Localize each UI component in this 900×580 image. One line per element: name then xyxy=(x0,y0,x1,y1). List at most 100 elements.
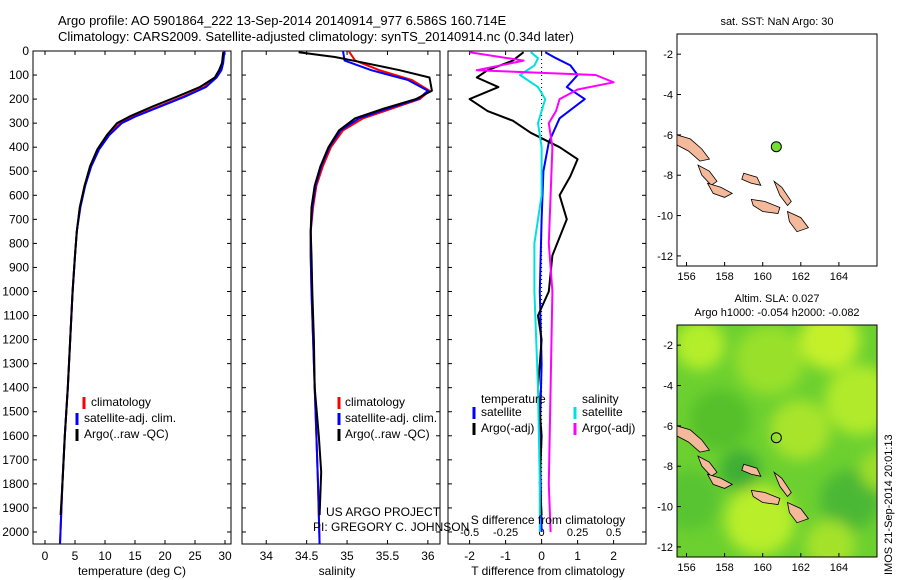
difference-line-t-argo-adj- xyxy=(468,51,579,516)
island-shape xyxy=(786,501,810,524)
temperature-xtick-label: 20 xyxy=(158,549,172,563)
depth-tick-label: 1900 xyxy=(2,501,29,515)
depth-tick-label: 1700 xyxy=(2,453,29,467)
difference-legend-s-argo: Argo(-adj) xyxy=(582,421,635,435)
sst_map-ytick-label: -4 xyxy=(663,90,673,102)
argo-location-marker xyxy=(770,432,782,444)
header-line-2: Climatology: CARS2009. Satellite-adjuste… xyxy=(58,29,574,44)
depth-tick-label: 1800 xyxy=(2,477,29,491)
pi-credit: PI: GREGORY C. JOHNSON xyxy=(313,520,469,534)
difference-stick-label: 0.25 xyxy=(567,527,588,539)
temperature-legend-satellite: satellite-adj. clim. xyxy=(84,411,176,425)
island-shape xyxy=(677,425,711,453)
sla_map-ytick-label: -4 xyxy=(663,381,673,393)
depth-tick-label: 200 xyxy=(9,92,29,106)
island-shape xyxy=(773,471,792,498)
sst_map-xtick-label: 156 xyxy=(677,271,695,283)
depth-tick-label: 500 xyxy=(9,164,29,178)
island-shape xyxy=(697,164,718,186)
temperature-line-satellite-adj-clim- xyxy=(59,51,226,544)
sst_map-xtick-label: 164 xyxy=(830,271,848,283)
salinity-series-group xyxy=(298,51,433,544)
difference-xtick-label: -1 xyxy=(500,549,511,563)
sst_map-ytick-label: -12 xyxy=(657,251,673,263)
sst_map-ytick-label: -6 xyxy=(663,130,673,142)
salinity-legend: climatology satellite-adj. clim. Argo(..… xyxy=(337,395,437,441)
depth-tick-label: 1200 xyxy=(2,333,29,347)
temperature-legend-argo: Argo(..raw -QC) xyxy=(84,427,169,441)
depth-tick-label: 700 xyxy=(9,212,29,226)
imos-timestamp: IMOS 21-Sep-2014 20:01:13 xyxy=(883,434,895,575)
argo-location-marker xyxy=(770,141,782,153)
salinity-line-argo-raw-qc- xyxy=(298,51,433,516)
difference-xtick-label: -2 xyxy=(464,549,475,563)
sst_map-xtick-label: 162 xyxy=(792,271,810,283)
temperature-legend: climatology satellite-adj. clim. Argo(..… xyxy=(75,395,176,441)
depth-tick-label: 2000 xyxy=(2,525,29,539)
sla_map-ytick-label: -6 xyxy=(663,421,673,433)
difference-legend-s-satellite: satellite xyxy=(582,405,623,419)
depth-tick-label: 1300 xyxy=(2,357,29,371)
difference-stick-label: 0 xyxy=(539,527,545,539)
sla_map-coastline xyxy=(677,425,810,524)
project-credit: US ARGO PROJECT xyxy=(326,505,441,519)
sla_map-ytick-label: -10 xyxy=(657,502,673,514)
depth-tick-label: 0 xyxy=(22,44,29,58)
salinity-legend-climatology: climatology xyxy=(345,395,405,409)
sla_map-xtick-label: 156 xyxy=(677,562,695,574)
island-shape xyxy=(706,473,734,489)
salinity-legend-argo: Argo(..raw -QC) xyxy=(345,427,430,441)
sla-map-subtitle: Argo h1000: -0.054 h2000: -0.082 xyxy=(694,307,859,319)
difference-line-s-satellite xyxy=(519,51,547,532)
salinity-xtick-label: 34 xyxy=(260,549,274,563)
difference-legend-t-satellite: satellite xyxy=(481,405,522,419)
sst_map-ytick-label: -2 xyxy=(663,49,673,61)
temperature-xtick-label: 25 xyxy=(188,549,202,563)
temperature-xtick-label: 15 xyxy=(128,549,142,563)
sst_map-frame xyxy=(676,33,878,267)
sla_map-ytick-label: -12 xyxy=(657,542,673,554)
sla_map-ytick-label: -8 xyxy=(663,461,673,473)
depth-tick-label: 800 xyxy=(9,236,29,250)
temperature-xlabel: temperature (deg C) xyxy=(78,564,186,578)
sst_map-xtick-label: 160 xyxy=(754,271,772,283)
salinity-xtick-label: 35 xyxy=(340,549,354,563)
difference-series-group xyxy=(468,51,615,533)
difference-legend-salinity-title: salinity xyxy=(582,392,619,406)
island-shape xyxy=(750,198,781,214)
salinity-xtick-label: 36 xyxy=(421,549,435,563)
difference-xlabel-bottom: T difference from climatology xyxy=(471,564,625,578)
salinity-line-satellite-adj-clim- xyxy=(309,51,429,544)
sla-heatmap xyxy=(677,325,877,557)
temperature-frame xyxy=(32,50,232,545)
salinity-xtick-label: 35.5 xyxy=(376,549,400,563)
difference-legend-t-argo: Argo(-adj) xyxy=(481,421,534,435)
sla_map-ytick-label: -2 xyxy=(663,340,673,352)
sla_map-xtick-label: 160 xyxy=(754,562,772,574)
difference-line-t-satellite xyxy=(538,51,586,533)
depth-tick-label: 1500 xyxy=(2,405,29,419)
depth-tick-label: 1000 xyxy=(2,284,29,298)
sst_map-xtick-label: 158 xyxy=(715,271,733,283)
salinity-line-climatology xyxy=(309,51,431,544)
difference-xtick-label: 0 xyxy=(538,549,545,563)
sst_map-coastline xyxy=(677,134,810,233)
difference-legend-temperature-title: temperature xyxy=(481,392,546,406)
temperature-xtick-label: 5 xyxy=(72,549,79,563)
depth-tick-label: 400 xyxy=(9,140,29,154)
difference-frame xyxy=(447,50,647,545)
difference-stick-label: 0.5 xyxy=(606,527,621,539)
sst_map-ytick-label: -10 xyxy=(657,211,673,223)
difference-line-s-argo-adj- xyxy=(469,51,615,533)
salinity-frame xyxy=(241,50,441,545)
depth-tick-label: 1400 xyxy=(2,381,29,395)
island-shape xyxy=(786,210,810,233)
island-shape xyxy=(677,134,711,162)
sla_map-xtick-label: 158 xyxy=(715,562,733,574)
depth-tick-label: 1600 xyxy=(2,429,29,443)
island-shape xyxy=(773,180,792,207)
salinity-xtick-label: 34.5 xyxy=(295,549,319,563)
temperature-xtick-label: 10 xyxy=(98,549,112,563)
difference-stick-label: -0.5 xyxy=(460,527,479,539)
